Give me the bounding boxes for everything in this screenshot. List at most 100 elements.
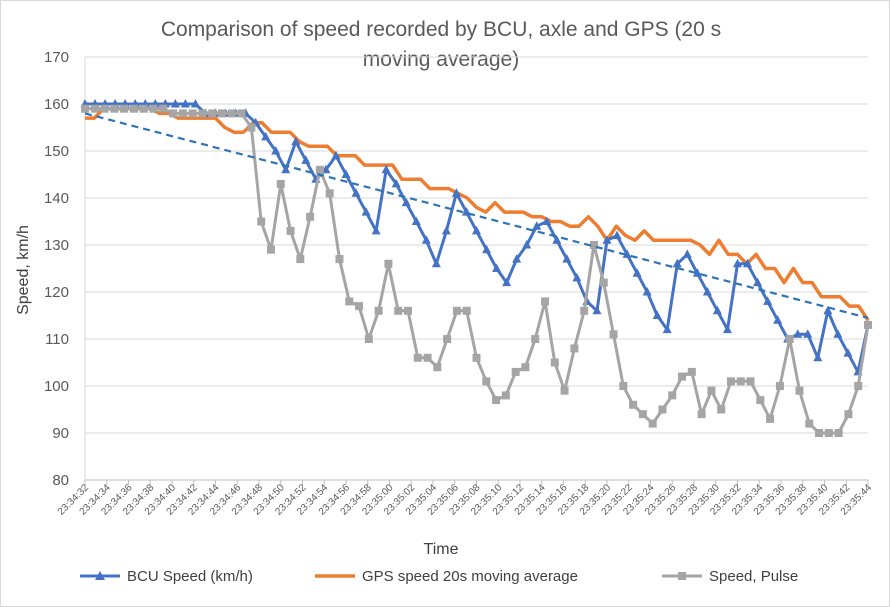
data-point <box>190 99 200 108</box>
data-point <box>697 410 706 419</box>
data-point <box>609 330 618 339</box>
data-point <box>441 225 451 235</box>
data-point <box>452 306 461 315</box>
data-point <box>864 320 872 329</box>
data-point <box>833 329 843 338</box>
data-point <box>401 197 411 207</box>
data-point <box>580 306 589 315</box>
y-tick-label: 90 <box>52 425 69 442</box>
legend-item-pulse: Speed, Pulse <box>662 568 798 585</box>
data-point <box>542 216 552 225</box>
data-point <box>120 104 129 113</box>
data-point <box>843 348 853 357</box>
data-point <box>733 258 742 268</box>
data-point <box>502 277 512 287</box>
x-tick-labels: 23:34:3223:34:3423:34:3623:34:3823:34:40… <box>56 480 874 518</box>
data-point <box>371 225 381 235</box>
data-point <box>707 386 716 395</box>
data-point <box>629 400 638 409</box>
data-point <box>462 306 471 315</box>
data-point <box>736 377 745 386</box>
data-point <box>662 324 672 334</box>
data-point <box>433 363 442 372</box>
data-point <box>570 344 579 353</box>
data-point <box>834 429 843 437</box>
data-point <box>652 310 662 319</box>
data-point <box>271 146 281 155</box>
data-point <box>572 272 582 282</box>
data-point <box>756 396 765 405</box>
legend-item-gps: GPS speed 20s moving average <box>315 568 578 585</box>
data-point <box>560 386 569 395</box>
y-tick-label: 170 <box>44 49 69 66</box>
data-point <box>753 277 763 287</box>
data-point <box>717 405 726 414</box>
data-point <box>541 297 550 306</box>
data-point <box>331 150 341 160</box>
data-point <box>384 259 393 268</box>
data-point <box>90 104 99 113</box>
data-point <box>472 353 481 362</box>
legend-item-bcu: BCU Speed (km/h) <box>80 568 253 585</box>
y-tick-label: 120 <box>44 284 69 301</box>
y-tick-label: 140 <box>44 190 69 207</box>
data-point <box>315 165 324 174</box>
data-point <box>286 226 295 235</box>
data-point <box>361 207 371 216</box>
data-point <box>351 188 361 197</box>
y-tick-label: 100 <box>44 378 69 395</box>
data-point <box>687 367 696 376</box>
y-tick-label: 130 <box>44 237 69 254</box>
data-point <box>795 386 804 395</box>
data-point <box>521 363 530 372</box>
data-point <box>188 109 197 118</box>
data-point <box>678 372 687 381</box>
data-point <box>823 305 833 315</box>
y-tick-label: 80 <box>52 472 69 489</box>
data-point <box>180 99 190 108</box>
data-point <box>345 297 354 306</box>
data-point <box>712 305 722 315</box>
data-point <box>815 429 824 437</box>
data-point <box>550 358 559 367</box>
data-point <box>100 104 109 113</box>
data-point <box>722 324 732 334</box>
data-point <box>531 335 540 343</box>
plot-area <box>80 99 873 437</box>
data-point <box>276 179 285 188</box>
data-point <box>622 249 632 258</box>
data-point <box>227 109 236 118</box>
legend-label-gps: GPS speed 20s moving average <box>362 568 578 585</box>
data-point <box>178 109 187 118</box>
data-point <box>266 245 275 254</box>
data-point <box>702 287 712 296</box>
data-point <box>642 287 652 296</box>
data-point <box>793 329 803 338</box>
y-axis-title: Speed, km/h <box>15 225 32 315</box>
series-0 <box>80 99 873 376</box>
data-point <box>773 315 783 324</box>
data-point <box>355 302 364 311</box>
data-point <box>139 104 148 113</box>
data-point <box>301 155 311 164</box>
legend-triangle-icon <box>95 571 105 580</box>
data-point <box>552 235 562 244</box>
trendline <box>84 112 869 319</box>
data-point <box>237 109 246 118</box>
data-point <box>423 353 432 362</box>
data-point <box>813 352 823 362</box>
data-point <box>296 255 305 264</box>
data-point <box>612 230 622 240</box>
data-point <box>668 391 677 400</box>
series-2 <box>81 104 872 437</box>
data-point <box>208 109 217 118</box>
data-point <box>413 353 422 362</box>
data-point <box>257 217 266 226</box>
data-point <box>619 382 628 390</box>
data-point <box>451 188 461 197</box>
y-tick-labels: 80 90 100 110 120 130 140 150 160 170 <box>44 49 69 489</box>
data-point <box>682 249 692 258</box>
data-point <box>726 377 735 386</box>
